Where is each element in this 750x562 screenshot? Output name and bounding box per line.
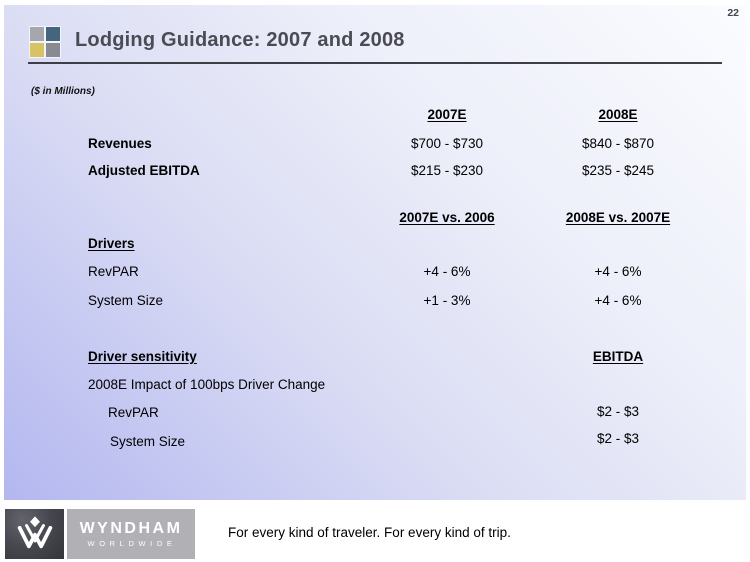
drivers-section-label: Drivers (88, 236, 135, 251)
brand-subtitle: WORLDWIDE (87, 538, 177, 548)
square-gray-icon (46, 43, 60, 57)
units-note: ($ in Millions) (31, 86, 95, 97)
wyndham-emblem-box (5, 509, 64, 559)
sensitivity-system-size-ebitda-value: $2 - $3 (596, 431, 640, 446)
sensitivity-row-label-system-size: System Size (110, 434, 186, 449)
sensitivity-row-label-revpar: RevPAR (108, 405, 159, 420)
adjusted-ebitda-2008e-value: $235 - $245 (581, 163, 655, 178)
four-squares-icon (30, 27, 62, 58)
wyndham-wordmark-box: WYNDHAM WORLDWIDE (67, 509, 195, 559)
brand-name: WYNDHAM (79, 519, 183, 537)
slide-title: Lodging Guidance: 2007 and 2008 (75, 29, 405, 51)
revpar-2007-vs-2006-value: +4 - 6% (423, 264, 471, 279)
square-lightgray-icon (30, 27, 44, 41)
system-size-2008-vs-2007-value: +4 - 6% (594, 293, 642, 308)
title-divider (28, 62, 722, 64)
guidance-col-header-2007e: 2007E (427, 107, 467, 122)
system-size-2007-vs-2006-value: +1 - 3% (423, 293, 471, 308)
slide-gradient-background (4, 5, 746, 500)
wyndham-w-icon (17, 516, 52, 549)
revenues-2007e-value: $700 - $730 (410, 136, 484, 151)
drivers-col-header-2008-vs-2007: 2008E vs. 2007E (565, 210, 671, 225)
guidance-col-header-2008e: 2008E (598, 107, 638, 122)
drivers-col-header-2007-vs-2006: 2007E vs. 2006 (399, 210, 495, 225)
sensitivity-revpar-ebitda-value: $2 - $3 (596, 404, 640, 419)
row-label-adjusted-ebitda: Adjusted EBITDA (88, 163, 200, 178)
driver-sensitivity-section-label: Driver sensitivity (88, 349, 197, 364)
revenues-2008e-value: $840 - $870 (581, 136, 655, 151)
row-label-revpar: RevPAR (88, 264, 139, 279)
adjusted-ebitda-2007e-value: $215 - $230 (410, 163, 484, 178)
square-gold-icon (30, 43, 44, 57)
row-label-system-size: System Size (88, 293, 164, 308)
sensitivity-subtitle: 2008E Impact of 100bps Driver Change (88, 377, 326, 392)
revpar-2008-vs-2007-value: +4 - 6% (594, 264, 642, 279)
page-number: 22 (727, 7, 739, 19)
footer-tagline: For every kind of traveler. For every ki… (228, 525, 511, 540)
row-label-revenues: Revenues (88, 136, 152, 151)
square-blue-icon (46, 27, 60, 41)
sensitivity-col-header-ebitda: EBITDA (592, 349, 644, 364)
